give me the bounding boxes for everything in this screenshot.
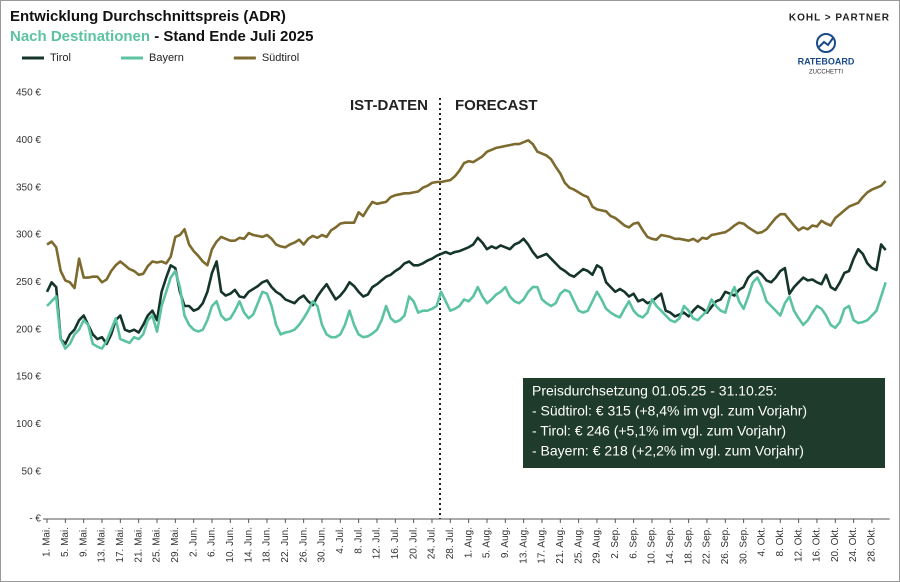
x-tick-label: 22. Jun. (280, 527, 291, 563)
info-text: - Bayern: € 218 (+2,2% im vgl. zum Vorja… (532, 443, 804, 459)
x-tick-label: 16. Jul. (390, 527, 401, 559)
legend-label: Bayern (149, 52, 184, 64)
x-tick-label: 28. Jul. (445, 527, 456, 559)
x-tick-label: 2. Sep. (610, 527, 621, 559)
legend-label: Tirol (50, 52, 71, 64)
y-tick-label: 250 € (16, 277, 41, 288)
chart-title: Entwicklung Durchschnittspreis (ADR) (10, 8, 286, 25)
x-tick-label: 17. Mai. (115, 527, 126, 563)
y-tick-label: 200 € (16, 324, 41, 335)
x-tick-label: 9. Aug. (500, 527, 511, 558)
x-tick-label: 12. Jul. (372, 527, 383, 559)
x-tick-label: 22. Sep. (702, 527, 713, 564)
chart-subtitle: Nach Destinationen - Stand Ende Juli 202… (10, 28, 313, 45)
subtitle-highlight: Nach Destinationen (10, 28, 150, 45)
x-tick-label: 10. Sep. (647, 527, 658, 564)
x-tick-label: 14. Sep. (665, 527, 676, 564)
logo-icon (818, 37, 834, 48)
x-tick-label: 20. Jul. (408, 527, 419, 559)
x-tick-label: 30. Jun. (317, 527, 328, 563)
x-tick-label: 20. Okt. (830, 527, 841, 562)
x-tick-label: 4. Okt. (757, 527, 768, 556)
y-tick-label: - € (29, 514, 41, 525)
x-tick-label: 24. Okt. (848, 527, 859, 562)
x-tick-label: 4. Jul. (335, 527, 346, 554)
x-tick-label: 8. Jul. (353, 527, 364, 554)
y-tick-label: 450 € (16, 88, 41, 99)
series-line (45, 236, 887, 346)
y-tick-label: 400 € (16, 135, 41, 146)
x-tick-label: 14. Jun. (243, 527, 254, 563)
info-box (523, 378, 885, 468)
x-tick-label: 18. Jun. (262, 527, 273, 563)
x-tick-label: 29. Mai. (170, 527, 181, 563)
x-tick-label: 21. Mai. (133, 527, 144, 563)
annotation: FORECAST (455, 97, 538, 114)
x-tick-label: 26. Sep. (720, 527, 731, 564)
x-tick-label: 1. Aug. (463, 527, 474, 558)
logo-text: RATEBOARD (798, 56, 855, 66)
y-tick-label: 300 € (16, 230, 41, 241)
x-tick-label: 5. Mai. (60, 527, 71, 557)
x-tick-label: 21. Aug. (555, 527, 566, 564)
x-tick-label: 24. Jul. (427, 527, 438, 559)
logo-subtext: ZUCCHETTI (809, 70, 843, 76)
x-tick-label: 26. Jun. (298, 527, 309, 563)
y-tick-label: 50 € (22, 466, 42, 477)
series-line (46, 139, 887, 290)
x-tick-label: 1. Mai. (42, 527, 53, 557)
x-tick-label: 5. Aug. (482, 527, 493, 558)
y-tick-label: 350 € (16, 182, 41, 193)
subtitle: - Stand Ende Juli 2025 (150, 28, 313, 45)
x-tick-label: 25. Mai. (152, 527, 163, 563)
series-line (46, 269, 887, 350)
info-text: Preisdurchsetzung 01.05.25 - 31.10.25: (532, 383, 777, 399)
brand: KOHL > PARTNER (789, 13, 890, 24)
x-tick-label: 16. Okt. (812, 527, 823, 562)
y-tick-label: 100 € (16, 419, 41, 430)
x-tick-label: 28. Okt. (867, 527, 878, 562)
legend-label: Südtirol (262, 52, 299, 64)
x-tick-label: 12. Okt. (793, 527, 804, 562)
info-text: - Tirol: € 246 (+5,1% im vgl. zum Vorjah… (532, 423, 786, 439)
x-tick-label: 30. Sep. (738, 527, 749, 564)
x-tick-label: 29. Aug. (592, 527, 603, 564)
x-tick-label: 13. Aug. (518, 527, 529, 564)
y-tick-label: 150 € (16, 372, 41, 383)
annotation: IST-DATEN (350, 97, 428, 114)
x-tick-label: 9. Mai. (78, 527, 89, 557)
info-text: - Südtirol: € 315 (+8,4% im vgl. zum Vor… (532, 403, 807, 419)
x-tick-label: 18. Sep. (683, 527, 694, 564)
x-tick-label: 2. Jun. (188, 527, 199, 557)
x-tick-label: 6. Sep. (628, 527, 639, 559)
x-tick-label: 10. Jun. (225, 527, 236, 563)
x-tick-label: 6. Jun. (207, 527, 218, 557)
x-tick-label: 25. Aug. (573, 527, 584, 564)
x-tick-label: 8. Okt. (775, 527, 786, 556)
x-tick-label: 13. Mai. (97, 527, 108, 563)
x-tick-label: 17. Aug. (537, 527, 548, 564)
